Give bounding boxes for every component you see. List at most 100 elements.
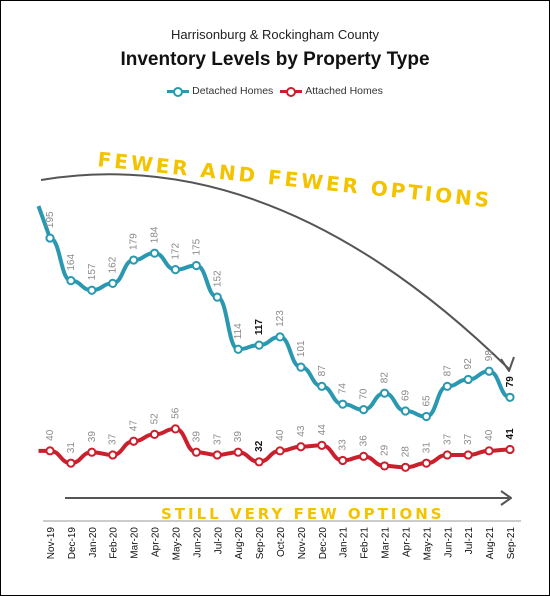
data-label-0-2: 157 — [87, 263, 98, 280]
data-point-1-22 — [505, 444, 515, 455]
x-tick-label-8: Jul-20 — [213, 527, 224, 555]
data-point-1-17 — [400, 462, 411, 472]
data-label-0-13: 87 — [317, 365, 328, 377]
data-point-0-18 — [421, 411, 431, 422]
data-point-1-12 — [296, 442, 306, 452]
data-point-0-21 — [484, 366, 494, 376]
data-label-0-19: 87 — [442, 365, 453, 377]
data-point-0-5 — [149, 248, 160, 258]
data-label-0-14: 74 — [338, 383, 349, 395]
data-label-1-2: 39 — [87, 431, 98, 443]
data-point-1-14 — [338, 455, 348, 466]
data-label-0-0: 195 — [45, 211, 56, 228]
data-point-1-7 — [191, 447, 201, 457]
data-label-1-19: 37 — [442, 433, 453, 445]
data-label-0-12: 101 — [296, 340, 307, 357]
data-point-1-21 — [484, 446, 494, 456]
data-label-0-3: 162 — [108, 256, 119, 273]
data-point-1-10 — [254, 457, 264, 467]
data-point-0-8 — [212, 292, 222, 302]
data-point-0-22 — [505, 392, 515, 402]
data-point-1-19 — [442, 450, 452, 460]
data-label-1-16: 29 — [380, 444, 391, 456]
data-point-1-18 — [421, 458, 431, 468]
x-tick-label-2: Jan-20 — [88, 527, 99, 558]
chart-subtitle: Harrisonburg & Rockingham County — [170, 27, 380, 42]
data-point-1-16 — [379, 461, 390, 471]
data-label-0-21: 98 — [484, 350, 495, 362]
x-tick-label-17: Apr-21 — [401, 527, 412, 557]
x-tick-label-6: May-20 — [171, 527, 182, 561]
data-label-1-20: 37 — [463, 433, 474, 445]
data-point-1-13 — [317, 440, 327, 450]
data-label-0-20: 92 — [463, 358, 474, 370]
data-label-0-7: 175 — [191, 238, 202, 255]
data-label-0-11: 123 — [275, 310, 286, 327]
data-point-0-10 — [254, 340, 264, 350]
data-point-1-8 — [212, 450, 222, 460]
data-label-0-4: 179 — [129, 233, 140, 250]
annotation-fewer-options: FEWER AND FEWER OPTIONS — [96, 147, 493, 212]
data-point-1-3 — [108, 450, 118, 460]
data-label-1-1: 31 — [66, 442, 77, 454]
data-label-0-17: 69 — [400, 389, 411, 401]
data-label-0-8: 152 — [212, 270, 223, 287]
x-tick-label-21: Aug-21 — [485, 527, 496, 560]
x-tick-label-15: Feb-21 — [360, 527, 371, 559]
data-label-0-1: 164 — [66, 254, 77, 271]
data-label-0-9: 114 — [233, 323, 244, 339]
data-label-0-5: 184 — [150, 226, 161, 243]
data-point-0-15 — [359, 405, 369, 415]
data-label-1-9: 39 — [233, 431, 244, 443]
legend-detached-label: Detached Homes — [192, 85, 274, 97]
fewer-options-arrowhead — [500, 356, 515, 372]
data-point-1-11 — [275, 446, 285, 456]
data-label-1-5: 52 — [150, 413, 161, 425]
x-tick-label-1: Dec-19 — [67, 527, 78, 560]
data-point-0-13 — [317, 381, 327, 391]
x-tick-label-4: Mar-20 — [130, 527, 141, 559]
data-label-1-15: 36 — [359, 435, 370, 447]
x-tick-label-9: Aug-20 — [234, 527, 245, 560]
data-label-1-3: 37 — [108, 433, 119, 445]
data-point-0-14 — [338, 399, 348, 409]
annotation-few-options: STILL VERY FEW OPTIONS — [161, 505, 445, 523]
legend-attached-label: Attached Homes — [305, 85, 383, 97]
x-tick-label-14: Jan-21 — [339, 527, 350, 558]
data-point-0-11 — [275, 332, 285, 342]
data-point-0-12 — [296, 362, 306, 372]
data-point-1-2 — [87, 447, 97, 457]
few-options-arrowhead — [500, 490, 512, 506]
data-point-1-15 — [359, 451, 369, 461]
data-label-0-22: 79 — [505, 376, 516, 388]
x-tick-label-5: Apr-20 — [151, 527, 162, 557]
chart-title: Inventory Levels by Property Type — [120, 49, 430, 70]
data-point-1-5 — [149, 429, 160, 439]
data-label-0-10: 117 — [254, 319, 265, 336]
data-label-0-18: 65 — [421, 395, 432, 407]
data-label-0-6: 172 — [170, 243, 181, 260]
data-point-0-4 — [129, 255, 139, 265]
x-tick-label-3: Feb-20 — [109, 527, 120, 559]
x-tick-label-12: Nov-20 — [297, 527, 308, 560]
x-tick-label-13: Dec-20 — [318, 527, 329, 560]
legend-attached-swatch — [280, 86, 303, 97]
x-tick-label-0: Nov-19 — [46, 527, 57, 560]
data-label-1-17: 28 — [400, 446, 411, 458]
data-label-1-22: 41 — [505, 428, 516, 440]
fewer-options-arrow — [40, 173, 510, 370]
x-tick-label-18: May-21 — [422, 527, 433, 561]
data-label-1-18: 31 — [421, 442, 432, 454]
data-label-1-6: 56 — [170, 407, 181, 419]
data-label-1-8: 37 — [212, 433, 223, 445]
data-point-1-0 — [45, 446, 55, 456]
x-tick-label-16: Mar-21 — [381, 527, 392, 559]
x-tick-label-19: Jun-21 — [443, 527, 454, 558]
x-tick-label-11: Oct-20 — [276, 527, 287, 557]
legend-attached: Attached Homes — [280, 85, 383, 97]
data-point-1-4 — [129, 436, 139, 446]
data-label-1-12: 43 — [296, 425, 307, 437]
data-point-0-2 — [87, 285, 97, 295]
